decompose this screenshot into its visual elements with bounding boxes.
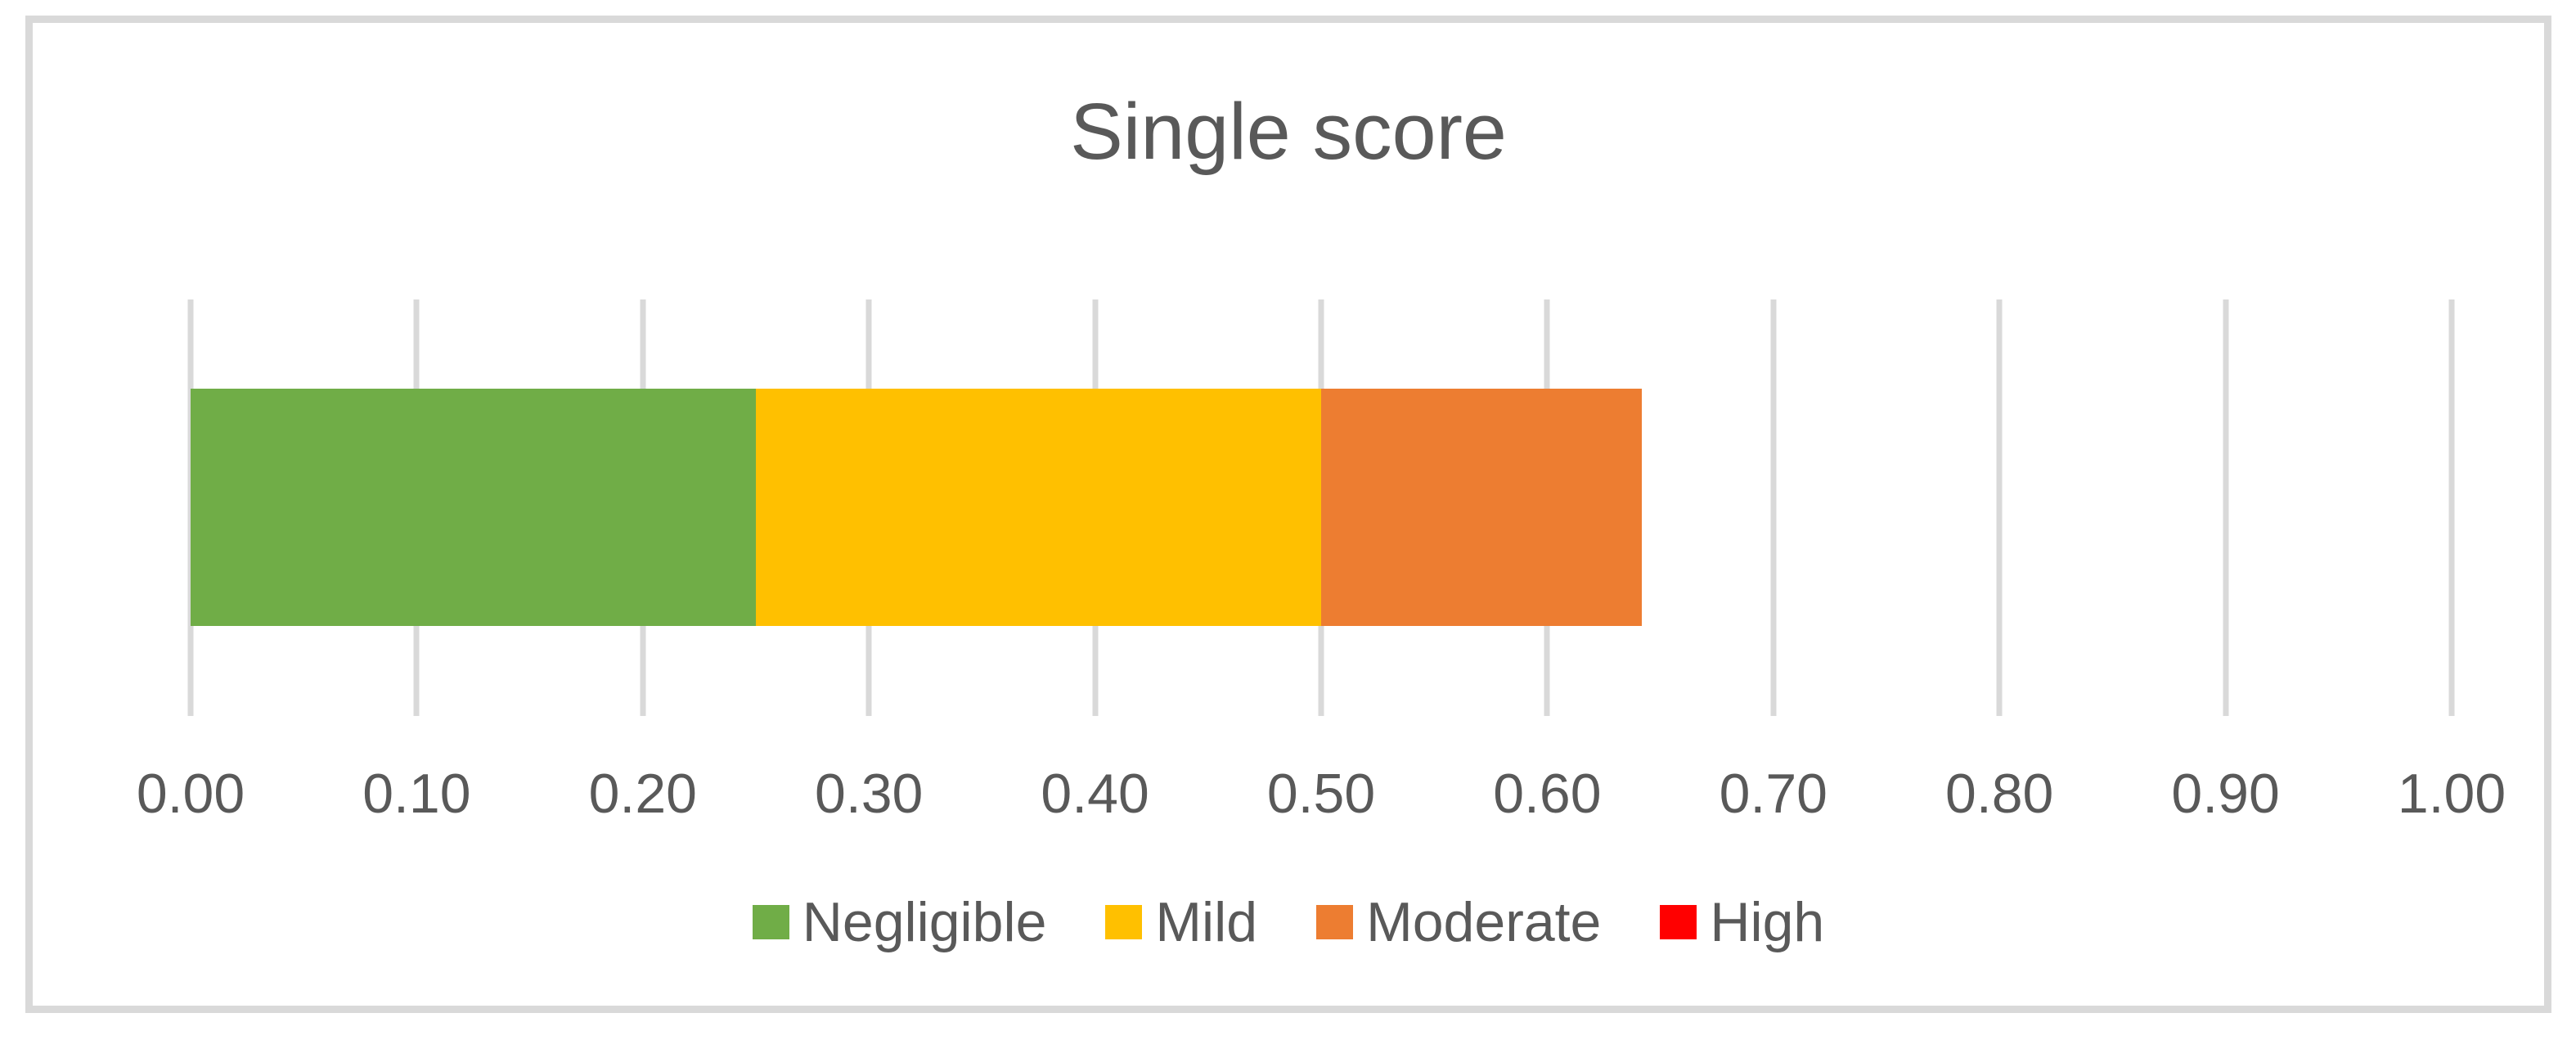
legend-swatch-mild bbox=[1105, 905, 1143, 939]
plot-area bbox=[187, 299, 2455, 716]
legend-item-high: High bbox=[1660, 890, 1824, 954]
legend-swatch-negligible bbox=[752, 905, 789, 939]
chart-frame: Single score 0.00 0.10 0.20 0.30 0.40 0.50 0.6… bbox=[25, 16, 2551, 1013]
gridline-0.70 bbox=[1770, 299, 1777, 716]
bar-segment-moderate bbox=[1321, 389, 1643, 626]
legend-swatch-high bbox=[1660, 905, 1697, 939]
legend-swatch-moderate bbox=[1316, 905, 1354, 939]
x-tick-label-0.70: 0.70 bbox=[1719, 763, 1827, 825]
x-tick-label-1.00: 1.00 bbox=[2397, 763, 2506, 825]
legend-label-high: High bbox=[1710, 891, 1825, 953]
gridline-0.90 bbox=[2223, 299, 2229, 716]
legend-label-mild: Mild bbox=[1155, 891, 1258, 953]
x-tick-label-0.30: 0.30 bbox=[815, 763, 924, 825]
gridline-0.80 bbox=[1996, 299, 2003, 716]
legend-label-moderate: Moderate bbox=[1366, 891, 1602, 953]
legend-label-negligible: Negligible bbox=[802, 891, 1047, 953]
legend-item-moderate: Moderate bbox=[1316, 890, 1601, 954]
x-tick-label-0.40: 0.40 bbox=[1041, 763, 1149, 825]
bar-segment-negligible bbox=[191, 389, 756, 626]
x-tick-label-0.10: 0.10 bbox=[362, 763, 471, 825]
gridline-1.00 bbox=[2448, 299, 2455, 716]
x-axis: 0.00 0.10 0.20 0.30 0.40 0.50 0.60 0.70 0.80 0.90… bbox=[137, 762, 2506, 825]
x-tick-label-0.50: 0.50 bbox=[1266, 763, 1376, 825]
chart-title: Single score bbox=[1070, 87, 1507, 176]
x-tick-label-0.80: 0.80 bbox=[1945, 763, 2054, 825]
x-tick-label-0.00: 0.00 bbox=[136, 763, 245, 825]
x-tick-label-0.60: 0.60 bbox=[1493, 763, 1602, 825]
x-tick-label-0.20: 0.20 bbox=[588, 763, 697, 825]
bar-segment-mild bbox=[756, 389, 1321, 626]
stacked-bar bbox=[191, 389, 2452, 626]
legend-item-mild: Mild bbox=[1105, 890, 1257, 954]
legend-item-negligible: Negligible bbox=[752, 890, 1047, 954]
legend: Negligible Mild Moderate High bbox=[33, 890, 2544, 954]
x-tick-label-0.90: 0.90 bbox=[2171, 763, 2280, 825]
